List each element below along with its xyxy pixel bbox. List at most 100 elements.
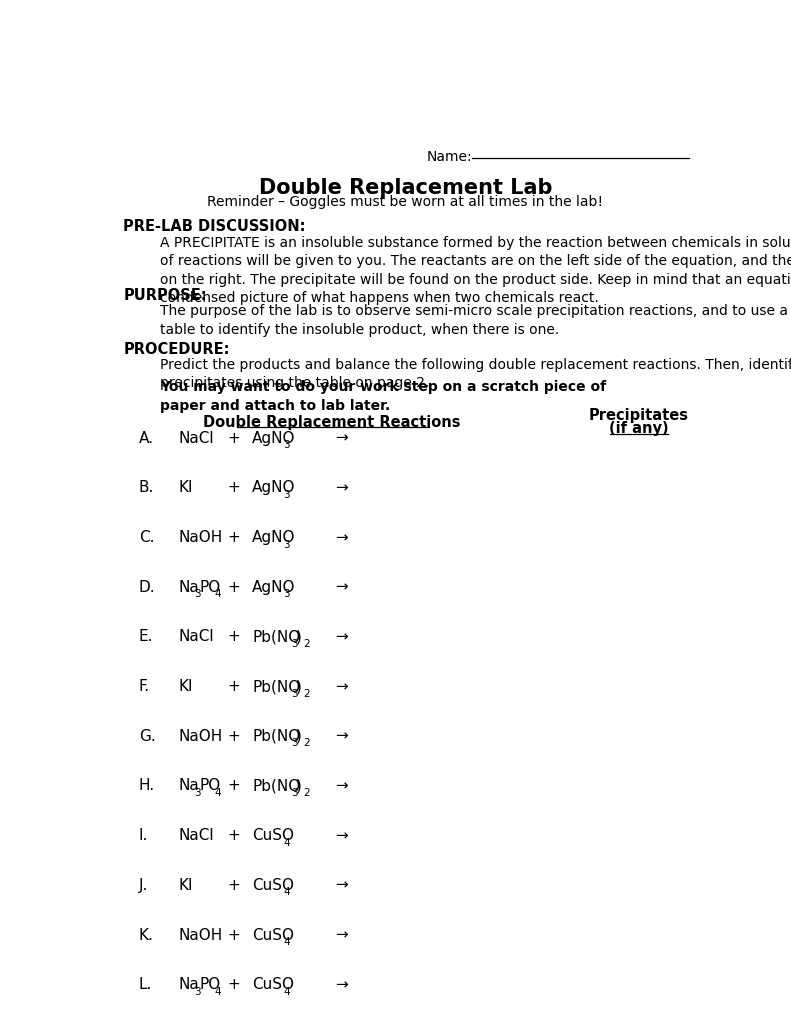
Text: 3: 3 bbox=[290, 788, 297, 798]
Text: ): ) bbox=[296, 630, 302, 644]
Text: +: + bbox=[227, 878, 240, 893]
Text: The purpose of the lab is to observe semi-micro scale precipitation reactions, a: The purpose of the lab is to observe sem… bbox=[161, 304, 791, 337]
Text: Na: Na bbox=[179, 977, 199, 992]
Text: AgNO: AgNO bbox=[252, 530, 296, 545]
Text: K.: K. bbox=[138, 928, 153, 942]
Text: NaOH: NaOH bbox=[179, 530, 223, 545]
Text: Pb(NO: Pb(NO bbox=[252, 729, 301, 743]
Text: 3: 3 bbox=[194, 590, 201, 599]
Text: PO: PO bbox=[199, 580, 221, 595]
Text: 3: 3 bbox=[290, 639, 297, 649]
Text: 4: 4 bbox=[283, 888, 290, 897]
Text: 4: 4 bbox=[283, 937, 290, 947]
Text: 3: 3 bbox=[194, 987, 201, 996]
Text: +: + bbox=[227, 530, 240, 545]
Text: CuSO: CuSO bbox=[252, 828, 294, 843]
Text: CuSO: CuSO bbox=[252, 977, 294, 992]
Text: Pb(NO: Pb(NO bbox=[252, 679, 301, 694]
Text: 2: 2 bbox=[304, 639, 310, 649]
Text: NaCl: NaCl bbox=[179, 431, 214, 445]
Text: 4: 4 bbox=[214, 788, 221, 798]
Text: 4: 4 bbox=[283, 987, 290, 996]
Text: →: → bbox=[335, 630, 347, 644]
Text: →: → bbox=[335, 778, 347, 794]
Text: 3: 3 bbox=[194, 788, 201, 798]
Text: →: → bbox=[335, 828, 347, 843]
Text: 4: 4 bbox=[283, 838, 290, 848]
Text: +: + bbox=[227, 778, 240, 794]
Text: J.: J. bbox=[138, 878, 148, 893]
Text: +: + bbox=[227, 679, 240, 694]
Text: →: → bbox=[335, 530, 347, 545]
Text: 2: 2 bbox=[304, 689, 310, 698]
Text: I.: I. bbox=[138, 828, 148, 843]
Text: B.: B. bbox=[138, 480, 154, 496]
Text: +: + bbox=[227, 828, 240, 843]
Text: E.: E. bbox=[138, 630, 153, 644]
Text: Name:: Name: bbox=[427, 151, 472, 165]
Text: +: + bbox=[227, 630, 240, 644]
Text: You may want to do your work step on a scratch piece of
paper and attach to lab : You may want to do your work step on a s… bbox=[161, 380, 607, 413]
Text: →: → bbox=[335, 878, 347, 893]
Text: 3: 3 bbox=[283, 490, 290, 500]
Text: A PRECIPITATE is an insoluble substance formed by the reaction between chemicals: A PRECIPITATE is an insoluble substance … bbox=[161, 236, 791, 305]
Text: KI: KI bbox=[179, 878, 193, 893]
Text: PRE-LAB DISCUSSION:: PRE-LAB DISCUSSION: bbox=[123, 219, 306, 234]
Text: 3: 3 bbox=[283, 590, 290, 599]
Text: ): ) bbox=[296, 679, 302, 694]
Text: PO: PO bbox=[199, 778, 221, 794]
Text: AgNO: AgNO bbox=[252, 480, 296, 496]
Text: NaOH: NaOH bbox=[179, 928, 223, 942]
Text: 3: 3 bbox=[290, 689, 297, 698]
Text: Pb(NO: Pb(NO bbox=[252, 778, 301, 794]
Text: Predict the products and balance the following double replacement reactions. The: Predict the products and balance the fol… bbox=[161, 357, 791, 390]
Text: L.: L. bbox=[138, 977, 152, 992]
Text: +: + bbox=[227, 977, 240, 992]
Text: →: → bbox=[335, 679, 347, 694]
Text: Na: Na bbox=[179, 580, 199, 595]
Text: NaCl: NaCl bbox=[179, 828, 214, 843]
Text: NaCl: NaCl bbox=[179, 630, 214, 644]
Text: C.: C. bbox=[138, 530, 154, 545]
Text: Reminder – Goggles must be worn at all times in the lab!: Reminder – Goggles must be worn at all t… bbox=[207, 196, 604, 210]
Text: Double Replacement Reactions: Double Replacement Reactions bbox=[203, 415, 460, 430]
Text: +: + bbox=[227, 580, 240, 595]
Text: Precipitates: Precipitates bbox=[589, 409, 688, 423]
Text: +: + bbox=[227, 729, 240, 743]
Text: Double Replacement Lab: Double Replacement Lab bbox=[259, 178, 552, 198]
Text: →: → bbox=[335, 480, 347, 496]
Text: Na: Na bbox=[179, 778, 199, 794]
Text: 3: 3 bbox=[283, 540, 290, 550]
Text: F.: F. bbox=[138, 679, 149, 694]
Text: D.: D. bbox=[138, 580, 155, 595]
Text: +: + bbox=[227, 431, 240, 445]
Text: ): ) bbox=[296, 778, 302, 794]
Text: CuSO: CuSO bbox=[252, 928, 294, 942]
Text: →: → bbox=[335, 431, 347, 445]
Text: 4: 4 bbox=[214, 590, 221, 599]
Text: →: → bbox=[335, 977, 347, 992]
Text: +: + bbox=[227, 928, 240, 942]
Text: 3: 3 bbox=[290, 738, 297, 749]
Text: A.: A. bbox=[138, 431, 153, 445]
Text: →: → bbox=[335, 729, 347, 743]
Text: PURPOSE:: PURPOSE: bbox=[123, 289, 207, 303]
Text: PROCEDURE:: PROCEDURE: bbox=[123, 342, 230, 357]
Text: →: → bbox=[335, 928, 347, 942]
Text: (if any): (if any) bbox=[608, 421, 668, 436]
Text: 2: 2 bbox=[304, 738, 310, 749]
Text: PO: PO bbox=[199, 977, 221, 992]
Text: ): ) bbox=[296, 729, 302, 743]
Text: AgNO: AgNO bbox=[252, 431, 296, 445]
Text: KI: KI bbox=[179, 679, 193, 694]
Text: G.: G. bbox=[138, 729, 156, 743]
Text: +: + bbox=[227, 480, 240, 496]
Text: AgNO: AgNO bbox=[252, 580, 296, 595]
Text: CuSO: CuSO bbox=[252, 878, 294, 893]
Text: →: → bbox=[335, 580, 347, 595]
Text: NaOH: NaOH bbox=[179, 729, 223, 743]
Text: 3: 3 bbox=[283, 440, 290, 451]
Text: 4: 4 bbox=[214, 987, 221, 996]
Text: Pb(NO: Pb(NO bbox=[252, 630, 301, 644]
Text: 2: 2 bbox=[304, 788, 310, 798]
